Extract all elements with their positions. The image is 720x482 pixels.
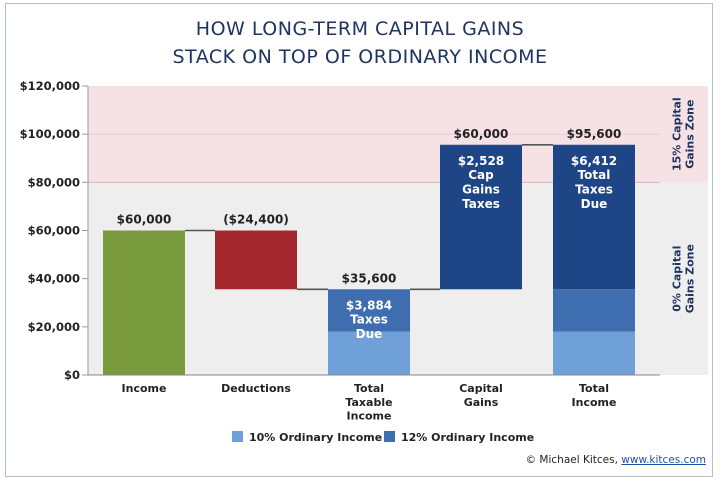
bar-4-segment-2: [553, 144, 635, 290]
bar-1-value-label: ($24,400): [223, 213, 289, 227]
bar-2-segment-0: [328, 331, 410, 375]
x-category-label-1: Deductions: [221, 382, 291, 395]
y-tick-label-2: $40,000: [28, 272, 80, 286]
y-tick-label-0: $0: [64, 368, 80, 382]
bar-1-segment-0: [215, 230, 297, 290]
bar-4-segment-0: [553, 331, 635, 375]
bar-2-value-label: $35,600: [342, 271, 397, 285]
y-tick-label-4: $80,000: [28, 175, 80, 189]
zone-label-1: 0% CapitalGains Zone: [671, 244, 697, 313]
credit-link[interactable]: www.kitces.com: [621, 454, 706, 466]
credit-text: © Michael Kitces,: [525, 454, 622, 466]
x-category-label-3: Capital Gains: [459, 382, 503, 409]
zone-label-0: 15% CapitalGains Zone: [671, 97, 697, 171]
bar-2-inner-label: $3,884 Taxes Due: [346, 298, 392, 341]
y-tick-label-6: $120,000: [20, 79, 80, 93]
legend-label-0: 10% Ordinary Income: [249, 431, 382, 444]
x-category-label-4: Total Income: [572, 382, 617, 409]
y-tick-label-3: $60,000: [28, 224, 80, 238]
legend-swatch-0: [232, 431, 243, 442]
legend-label-1: 12% Ordinary Income: [401, 431, 534, 444]
bar-4-segment-1: [553, 289, 635, 332]
bar-0-value-label: $60,000: [117, 213, 172, 227]
legend-swatch-1: [384, 431, 395, 442]
bar-3-segment-0: [440, 144, 522, 290]
bar-4-inner-label: $6,412 Total Taxes Due: [571, 154, 617, 211]
bar-3-inner-label: $2,528 Cap Gains Taxes: [458, 154, 504, 211]
y-tick-label-5: $100,000: [20, 127, 80, 141]
credit-line: © Michael Kitces, www.kitces.com: [526, 454, 706, 466]
y-tick-label-1: $20,000: [28, 320, 80, 334]
chart-title-line-1: HOW LONG-TERM CAPITAL GAINS: [195, 18, 525, 40]
chart-title-line-2: STACK ON TOP OF ORDINARY INCOME: [172, 46, 548, 68]
x-category-label-2: Total Taxable Income: [345, 382, 392, 423]
bar-4-value-label: $95,600: [567, 127, 622, 141]
bar-0-segment-0: [103, 230, 185, 375]
bar-3-value-label: $60,000: [454, 127, 509, 141]
x-category-label-0: Income: [122, 382, 167, 395]
bar-2-segment-1: [328, 289, 410, 332]
